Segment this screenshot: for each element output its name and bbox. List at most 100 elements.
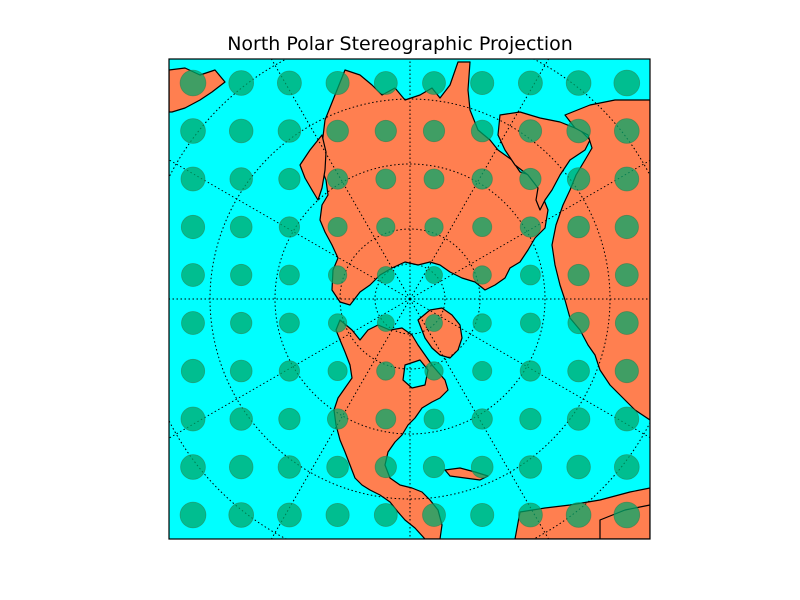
marker-dot — [230, 263, 253, 287]
marker-dot — [472, 216, 493, 237]
marker-dot — [278, 407, 301, 431]
marker-dot — [376, 314, 395, 332]
marker-dot — [567, 359, 590, 383]
marker-dot — [276, 502, 302, 528]
marker-dot — [229, 407, 253, 431]
marker-dot — [519, 407, 542, 431]
marker-dot — [565, 70, 592, 96]
marker-dot — [327, 265, 348, 285]
marker-dot — [278, 360, 300, 382]
marker-dot — [325, 502, 350, 527]
marker-dot — [566, 407, 591, 431]
marker-dot — [179, 501, 207, 529]
marker-dot — [471, 408, 493, 430]
marker-dot — [472, 265, 492, 285]
marker-dot — [471, 168, 493, 190]
marker-dot — [566, 454, 591, 480]
marker-dot — [518, 119, 543, 143]
marker-dot — [520, 312, 541, 334]
marker-dot — [425, 266, 443, 284]
marker-dot — [423, 168, 445, 190]
marker-dot — [422, 119, 446, 143]
marker-dot — [613, 501, 641, 529]
marker-dot — [278, 312, 300, 334]
marker-dot — [278, 167, 301, 191]
marker-dot — [229, 167, 253, 191]
meridian-line — [270, 59, 411, 300]
marker-dot — [229, 359, 253, 383]
map-frame — [168, 58, 651, 540]
marker-dot — [228, 70, 255, 96]
marker-dot — [614, 263, 639, 287]
marker-dot — [327, 216, 348, 237]
marker-dot — [277, 119, 302, 143]
marker-dot — [326, 119, 349, 143]
meridian-line — [409, 159, 650, 300]
marker-dot — [179, 69, 207, 97]
marker-dot — [228, 118, 254, 144]
marker-dot — [613, 118, 640, 144]
marker-dot — [423, 408, 445, 430]
latitude-circle — [274, 163, 546, 435]
marker-grid — [179, 69, 641, 529]
marker-dot — [376, 217, 396, 237]
marker-dot — [518, 70, 543, 96]
marker-dot — [277, 455, 302, 479]
marker-dot — [180, 118, 206, 144]
marker-dot — [326, 408, 349, 430]
marker-dot — [614, 166, 640, 192]
marker-dot — [180, 454, 206, 480]
marker-dot — [376, 361, 396, 381]
marker-dot — [326, 455, 349, 479]
marker-dot — [470, 71, 495, 96]
marker-dot — [228, 454, 254, 480]
marker-dot — [519, 360, 542, 382]
marker-dot — [470, 119, 494, 143]
marker-dot — [424, 361, 444, 381]
meridian-line — [409, 298, 650, 439]
marker-dot — [519, 216, 542, 238]
marker-dot — [566, 118, 591, 144]
marker-dot — [472, 313, 492, 333]
marker-dot — [470, 455, 494, 479]
marker-dot — [228, 502, 255, 528]
marker-dot — [422, 503, 446, 527]
marker-dot — [518, 502, 543, 528]
marker-dot — [180, 166, 206, 192]
hudson-bay — [402, 359, 429, 389]
marker-dot — [376, 266, 395, 284]
marker-dot — [614, 406, 640, 432]
marker-dot — [613, 69, 641, 97]
marker-dot — [229, 215, 253, 239]
marker-dot — [422, 71, 446, 95]
latitude-circle — [374, 263, 446, 335]
marker-dot — [276, 70, 302, 96]
marker-dot — [567, 215, 590, 239]
marker-dot — [518, 455, 543, 479]
marker-dot — [327, 360, 348, 381]
meridian-line — [169, 298, 411, 439]
marker-dot — [520, 264, 541, 286]
land-kamchatka — [299, 134, 327, 201]
latitude-circle — [339, 228, 481, 370]
marker-dot — [375, 408, 397, 430]
marker-dot — [613, 454, 640, 480]
marker-dot — [326, 168, 349, 190]
marker-dot — [472, 360, 493, 381]
marker-dot — [278, 264, 300, 286]
marker-dot — [181, 311, 205, 335]
marker-dot — [373, 503, 398, 527]
marker-dot — [566, 167, 591, 191]
marker-dot — [614, 358, 639, 384]
marker-dot — [424, 217, 444, 237]
marker-dot — [325, 71, 350, 96]
meridian-line — [409, 59, 550, 300]
marker-dot — [614, 311, 639, 335]
marker-dot — [278, 216, 300, 238]
plot-title: North Polar Stereographic Projection — [227, 33, 573, 55]
marker-dot — [373, 71, 398, 95]
marker-dot — [567, 311, 590, 335]
marker-dot — [374, 455, 397, 479]
marker-dot — [567, 263, 590, 287]
